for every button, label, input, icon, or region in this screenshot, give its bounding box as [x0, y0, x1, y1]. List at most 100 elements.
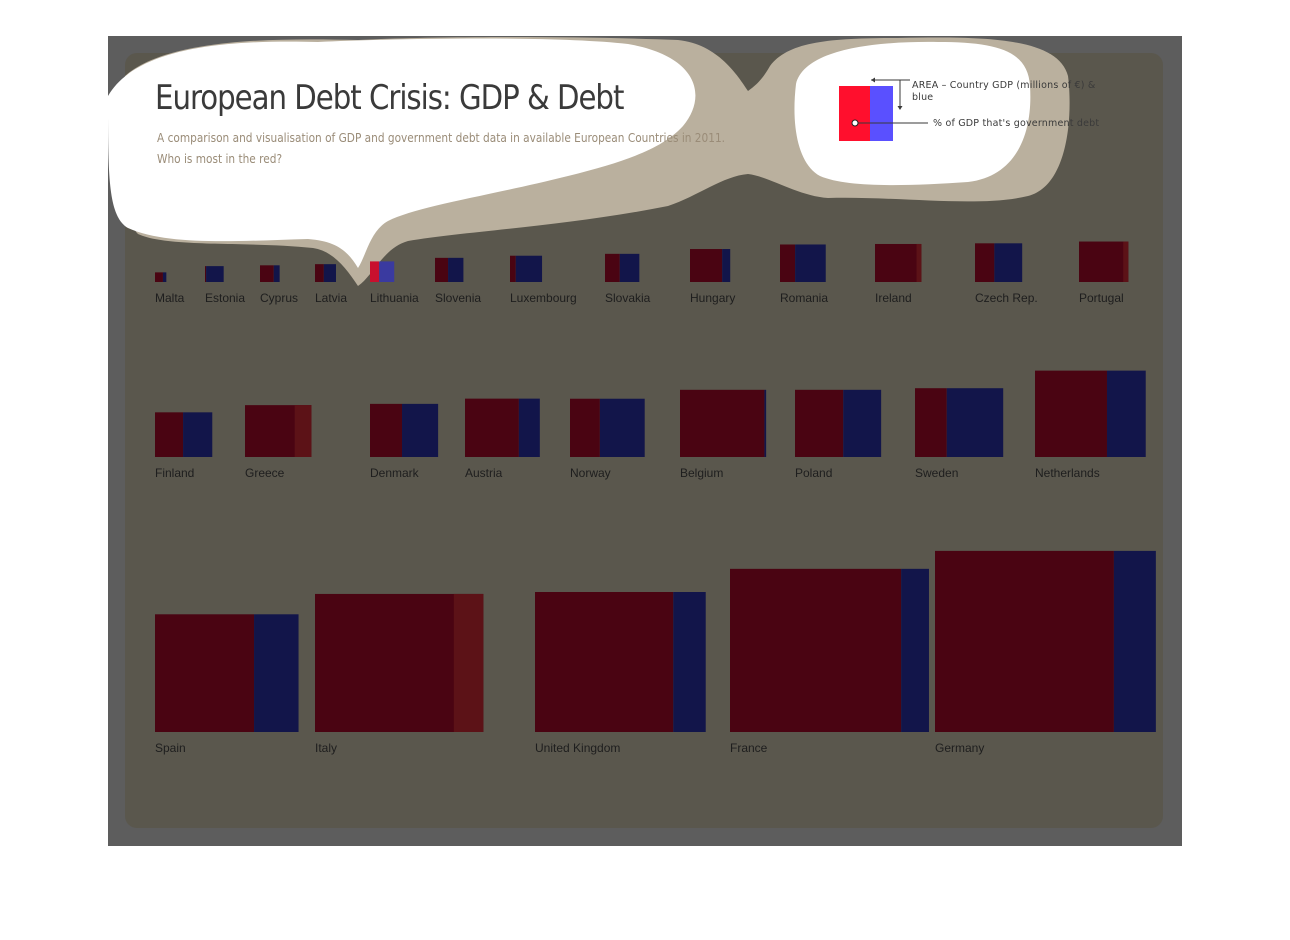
- debt-over-100-segment: [453, 593, 484, 732]
- country-label: Spain: [155, 741, 186, 755]
- gdp-segment: [254, 614, 299, 732]
- gdp-segment: [162, 272, 167, 282]
- bar-netherlands: [1035, 370, 1146, 457]
- country-label: Estonia: [205, 291, 246, 305]
- page-subtitle: A comparison and visualisation of GDP an…: [157, 128, 725, 170]
- bar-czech-rep: [975, 243, 1023, 282]
- bar-latvia: [315, 264, 336, 282]
- gdp-segment: [673, 592, 706, 732]
- gdp-segment: [402, 403, 439, 457]
- legend-area-label: AREA – Country GDP (millions of €) & blu…: [912, 80, 1096, 103]
- debt-segment: [690, 249, 723, 282]
- gdp-segment: [599, 398, 645, 457]
- debt-segment: [680, 389, 765, 457]
- country-label: Lithuania: [370, 291, 419, 305]
- country-label: Austria: [465, 466, 503, 480]
- gdp-segment: [619, 253, 640, 282]
- bar-belgium: [680, 389, 767, 457]
- country-label: Romania: [780, 291, 829, 305]
- bar-romania: [780, 244, 826, 282]
- debt-over-100-segment: [916, 243, 922, 282]
- country-label: Norway: [570, 466, 611, 480]
- gdp-segment: [722, 249, 731, 282]
- bar-cyprus: [260, 265, 280, 282]
- legend-arrowhead-down: [897, 106, 903, 110]
- gdp-segment: [764, 389, 767, 457]
- title-bubble: [108, 37, 1070, 286]
- gdp-segment: [1106, 370, 1146, 457]
- bar-ireland: [875, 243, 922, 282]
- page-title: European Debt Crisis: GDP & Debt: [155, 78, 624, 118]
- legend-arrowhead-left: [871, 77, 875, 83]
- country-label: Hungary: [690, 291, 736, 305]
- debt-segment: [370, 403, 403, 457]
- bar-estonia: [205, 266, 224, 282]
- gdp-segment: [515, 255, 543, 282]
- country-label: Slovenia: [435, 291, 482, 305]
- bar-france: [730, 568, 929, 732]
- debt-segment: [155, 412, 184, 457]
- debt-segment: [875, 243, 922, 282]
- debt-segment: [570, 398, 600, 457]
- bubble-legend: [794, 41, 1031, 186]
- gdp-segment: [843, 389, 882, 457]
- legend-red-swatch: [839, 86, 870, 141]
- subtitle-line: Who is most in the red?: [157, 152, 283, 166]
- bar-italy: [315, 593, 484, 732]
- bar-spain: [155, 614, 299, 732]
- bar-finland: [155, 412, 213, 457]
- country-label: Sweden: [915, 466, 959, 480]
- gdp-segment: [448, 257, 464, 282]
- debt-segment: [605, 253, 620, 282]
- debt-segment: [260, 265, 274, 282]
- debt-segment: [1079, 241, 1129, 282]
- bar-malta: [155, 272, 167, 282]
- legend-blue-swatch: [870, 86, 893, 141]
- gdp-segment: [379, 261, 395, 282]
- country-label: Denmark: [370, 466, 419, 480]
- debt-segment: [465, 398, 519, 457]
- gdp-segment: [994, 243, 1023, 282]
- bar-sweden: [915, 388, 1004, 457]
- country-label: Italy: [315, 741, 338, 755]
- bar-germany: [935, 550, 1156, 732]
- country-label: United Kingdom: [535, 741, 621, 755]
- debt-segment: [155, 272, 163, 282]
- debt-segment: [205, 266, 207, 282]
- gdp-segment: [901, 568, 929, 732]
- legend-pointer-dot: [851, 119, 859, 127]
- country-label: France: [730, 741, 768, 755]
- debt-segment: [370, 261, 380, 282]
- chart-frame: European Debt Crisis: GDP & Debt A compa…: [108, 36, 1182, 846]
- country-label: Germany: [935, 741, 985, 755]
- debt-segment: [730, 568, 902, 732]
- gdp-segment: [273, 265, 280, 282]
- debt-segment: [915, 388, 947, 457]
- country-label: Cyprus: [260, 291, 299, 305]
- bar-lithuania: [370, 261, 395, 282]
- bar-united-kingdom: [535, 592, 706, 732]
- debt-segment: [435, 257, 449, 282]
- bar-norway: [570, 398, 645, 457]
- country-label: Greece: [245, 466, 285, 480]
- country-label: Luxembourg: [510, 291, 577, 305]
- legend-pct-label: % of GDP that's government debt: [933, 118, 1100, 129]
- debt-chart: [155, 77, 1156, 732]
- gdp-segment: [183, 412, 213, 457]
- gdp-segment: [946, 388, 1004, 457]
- gdp-segment: [795, 244, 826, 282]
- country-label: Slovakia: [605, 291, 651, 305]
- country-label: Poland: [795, 466, 833, 480]
- gdp-segment: [323, 264, 336, 282]
- debt-segment: [780, 244, 796, 282]
- debt-segment: [1035, 370, 1107, 457]
- bar-portugal: [1079, 241, 1129, 282]
- debt-segment: [935, 550, 1114, 732]
- debt-over-100-segment: [294, 405, 312, 457]
- bar-hungary: [690, 249, 731, 282]
- country-label: Belgium: [680, 466, 724, 480]
- bar-slovenia: [435, 257, 464, 282]
- country-label: Ireland: [875, 291, 912, 305]
- debt-over-100-segment: [1123, 241, 1129, 282]
- bar-greece: [245, 405, 312, 457]
